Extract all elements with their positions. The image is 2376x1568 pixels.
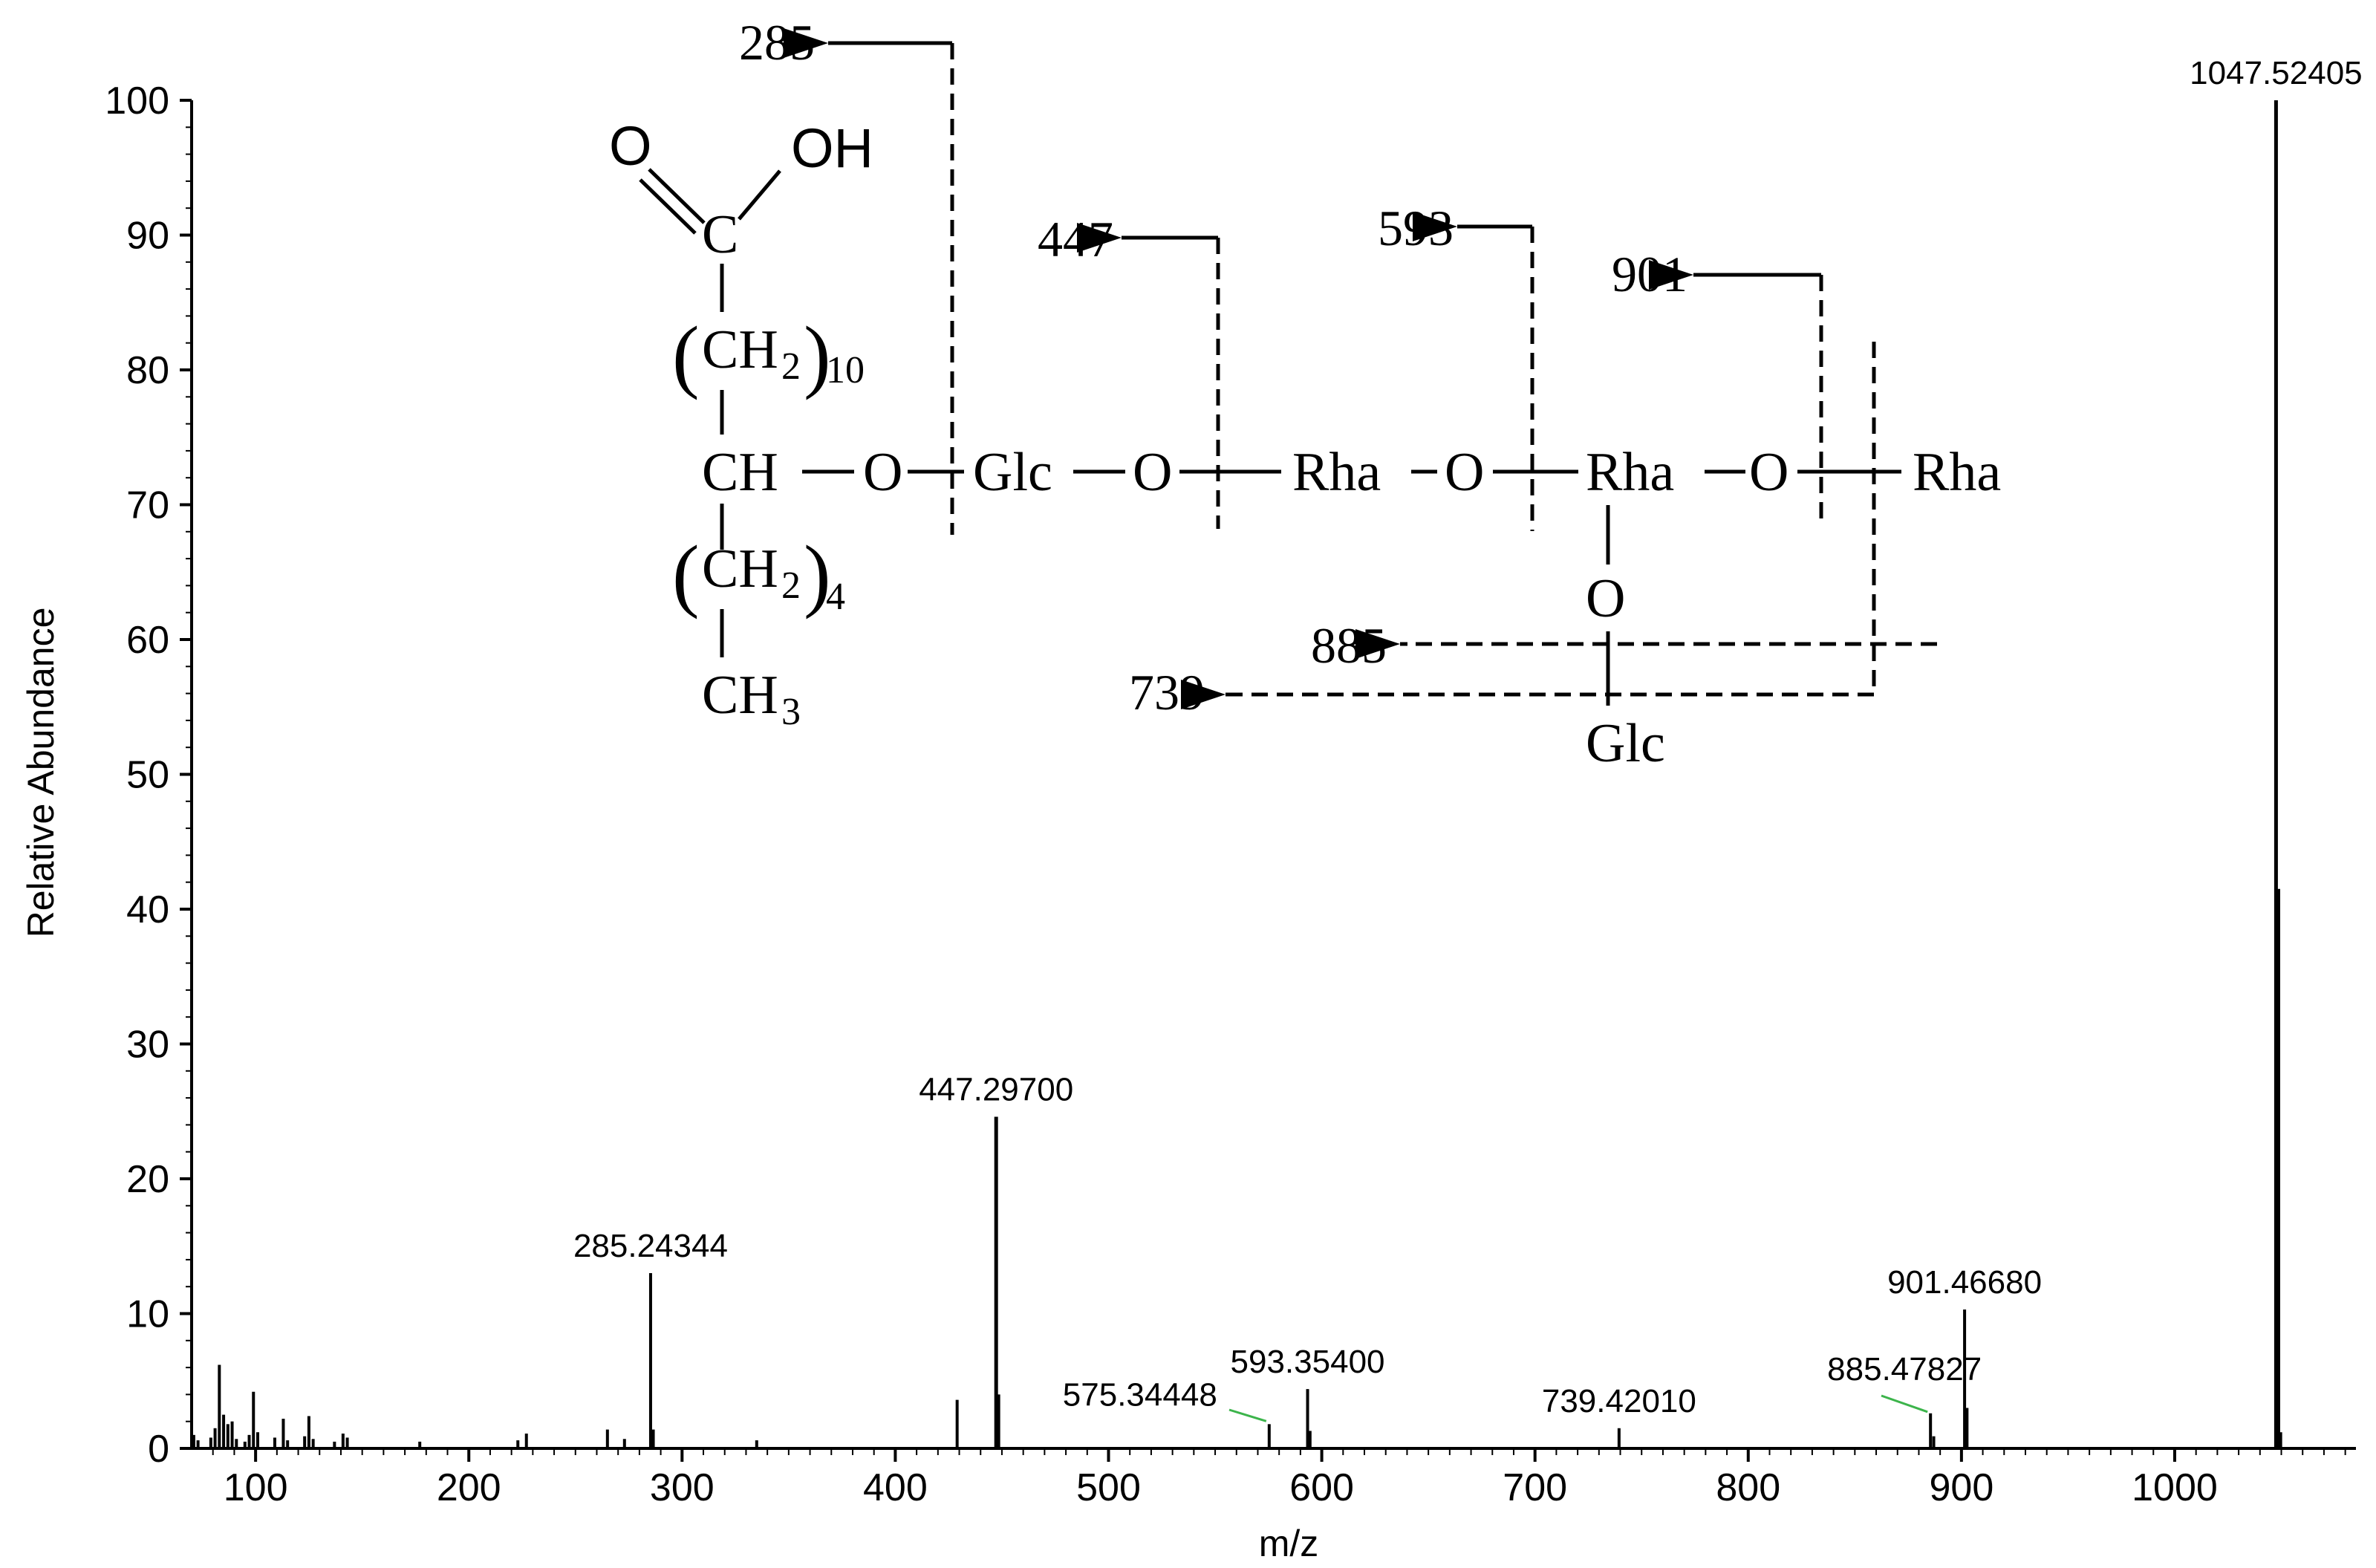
peak-label: 285.24344 [573,1228,728,1264]
y-axis-label: Relative Abundance [20,608,62,938]
fragment-label-901: 901 [1612,246,1687,302]
glycosidic-oxygen-4: O [1749,442,1788,503]
ch3-group: CH [702,665,778,726]
bracket-left-upper: ( [672,310,700,400]
x-tick-label: 100 [224,1466,288,1509]
bracket-right-lower: ) [804,529,831,619]
rhamnose-1: Rha [1292,442,1381,503]
carbonyl-oxygen: O [609,115,652,177]
x-tick-label: 400 [863,1466,928,1509]
y-tick-label: 100 [105,79,169,123]
bracket-left-lower: ( [672,529,700,619]
axes [190,100,2356,1450]
y-tick-label: 0 [148,1428,169,1471]
ch2-lower: CH [702,539,778,599]
glucose-2: Glc [1586,713,1665,774]
x-tick-label: 600 [1289,1466,1354,1509]
ch2-upper-subscript: 2 [781,345,801,388]
fragment-label-447: 447 [1038,211,1113,267]
repeat-count-lower: 4 [826,576,845,618]
peak-label: 901.46680 [1887,1264,2042,1301]
glucose-1: Glc [973,442,1052,503]
axis-ticks: 0 10 20 30 40 50 60 70 80 90 100 100 200 300 400 500 600… [105,79,2346,1509]
y-tick-label: 20 [126,1158,169,1201]
carbonyl-double-bond-1 [648,168,706,224]
branch-oxygen: O [1586,568,1625,629]
x-tick-label: 700 [1503,1466,1567,1509]
x-tick-label: 1000 [2132,1466,2218,1509]
ch2-lower-subscript: 2 [781,565,801,607]
y-tick-label: 70 [126,484,169,527]
peak-label: 885.47827 [1827,1351,1982,1388]
y-tick-label: 50 [126,754,169,797]
peak-label: 575.34448 [1063,1376,1217,1413]
y-tick-label: 80 [126,349,169,392]
x-tick-label: 300 [650,1466,715,1509]
fragment-label-885: 885 [1311,617,1387,674]
x-tick-label: 900 [1929,1466,1993,1509]
rhamnose-2: Rha [1586,442,1674,503]
ch3-subscript: 3 [781,691,801,733]
x-axis-label: m/z [1259,1523,1319,1564]
peak-label: 1047.52405 [2190,55,2362,91]
x-tick-label: 500 [1076,1466,1141,1509]
glycosidic-oxygen-3: O [1445,442,1484,503]
hydroxyl-bond [738,169,781,221]
peak-labels: 285.24344 447.29700 575.34448 593.35400 739.… [573,55,2363,1422]
hydroxyl-group: OH [791,117,873,179]
y-tick-label: 60 [126,619,169,662]
glycosidic-oxygen-1: O [863,442,902,503]
glycosidic-oxygen-2: O [1133,442,1172,503]
y-tick-label: 40 [126,888,169,931]
ch2-upper: CH [702,319,778,380]
repeat-count-upper: 10 [826,349,865,391]
ch-group: CH [702,442,778,503]
carboxyl-carbon: C [702,204,738,265]
x-tick-label: 200 [437,1466,501,1509]
peak-label: 593.35400 [1231,1344,1385,1380]
glycolipid-structure: O OH C ( CH 2 ) 10 CH O Glc O Rha O Rha … [609,14,2001,774]
peak-label-leader [1881,1394,1928,1414]
peak-label-leader [1228,1408,1267,1422]
x-tick-label: 800 [1716,1466,1780,1509]
y-tick-label: 10 [126,1293,169,1336]
y-tick-label: 30 [126,1024,169,1067]
y-tick-label: 90 [126,215,169,258]
peak-label: 447.29700 [919,1072,1073,1108]
peak-label: 739.42010 [1542,1383,1696,1419]
fragment-label-593: 593 [1378,200,1454,256]
fragment-label-739: 739 [1129,664,1205,720]
rhamnose-3: Rha [1913,442,2001,503]
carbonyl-double-bond-2 [639,178,697,235]
peaks [192,100,2282,1448]
fragment-label-285: 285 [739,14,815,71]
bracket-right-upper: ) [804,310,831,400]
